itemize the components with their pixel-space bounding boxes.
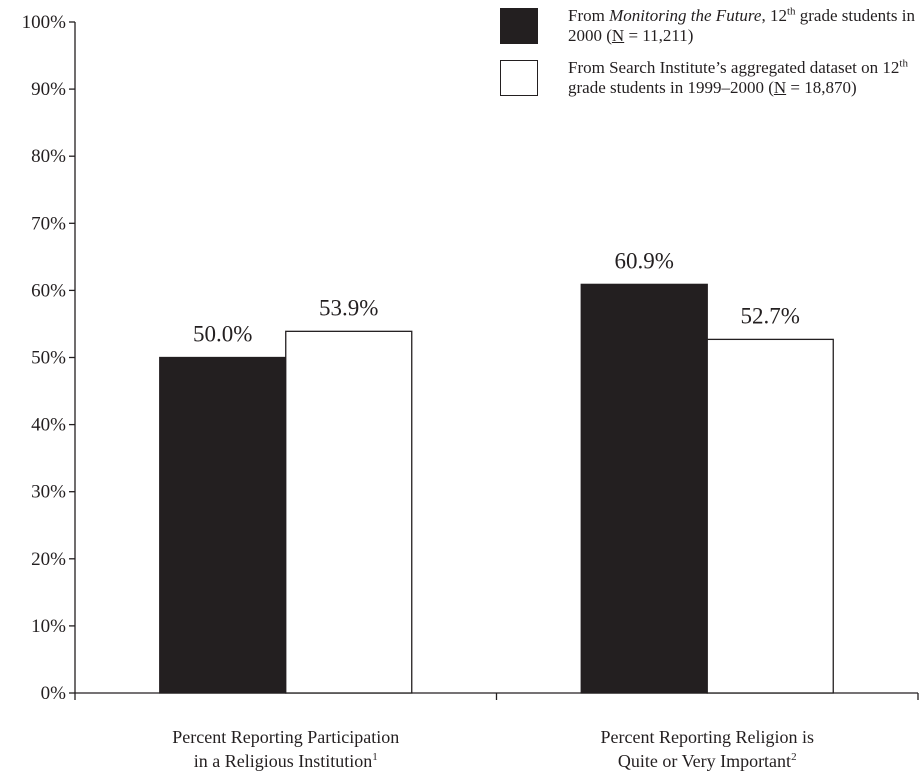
bar-dark — [159, 356, 287, 694]
legend-n-value: = 11,211) — [624, 26, 694, 45]
y-tick-label: 90% — [31, 79, 66, 100]
y-tick-label: 20% — [31, 549, 66, 570]
category-labels: Percent Reporting Participation in a Reli… — [172, 727, 814, 771]
bar-white — [706, 338, 834, 694]
legend-n-symbol: N — [611, 26, 625, 45]
legend-text-part: From — [568, 6, 610, 25]
legend-text-part: grade students in 1999–2000 ( — [568, 78, 774, 97]
legend-swatch-white — [500, 60, 538, 96]
y-tick-label: 40% — [31, 415, 66, 436]
category-label-text: Quite or Very Important — [618, 751, 791, 771]
bar-value-label: 52.7% — [741, 303, 800, 328]
legend-item-search-institute: From Search Institute’s aggregated datas… — [500, 58, 920, 98]
y-tick-label: 80% — [31, 146, 66, 167]
legend-text: From Search Institute’s aggregated datas… — [568, 58, 920, 98]
y-tick-label: 100% — [22, 12, 67, 33]
y-tick-label: 30% — [31, 482, 66, 503]
legend-superscript: th — [786, 5, 796, 18]
y-axis: 0% 10% 20% 30% 40% 50% 60% 70% 80% 90% 100% — [22, 12, 76, 704]
category-label-line1: Percent Reporting Participation — [172, 727, 399, 747]
y-tick-label: 50% — [31, 348, 66, 369]
bar-white — [285, 330, 413, 694]
legend-swatch-dark — [500, 8, 538, 44]
bar-value-label: 50.0% — [193, 322, 252, 347]
legend-text-part: From Search Institute’s aggregated datas… — [568, 58, 900, 77]
legend-text: From Monitoring the Future, 12th grade s… — [568, 6, 920, 46]
legend-superscript: th — [899, 57, 908, 70]
bar-value-label: 60.9% — [615, 248, 674, 273]
y-tick-label: 10% — [31, 616, 66, 637]
y-tick-label: 60% — [31, 280, 66, 301]
bars — [159, 283, 834, 694]
legend-item-monitoring-the-future: From Monitoring the Future, 12th grade s… — [500, 6, 920, 46]
y-tick-label: 70% — [31, 213, 66, 234]
legend-title-italic: Monitoring the Future — [609, 6, 762, 25]
category-label-line2: in a Religious Institution1 — [194, 751, 378, 771]
category-label-text: in a Religious Institution — [194, 751, 373, 771]
legend-n-value: = 18,870) — [786, 78, 857, 97]
legend-text-part: , 12 — [761, 6, 787, 25]
category-footnote: 1 — [372, 751, 378, 763]
category-label-line2: Quite or Very Important2 — [618, 751, 797, 771]
legend-n-symbol: N — [773, 78, 787, 97]
value-labels: 50.0% 53.9% 60.9% 52.7% — [193, 248, 800, 346]
bar-dark — [580, 283, 708, 694]
x-axis — [74, 692, 919, 700]
legend-text-part: grade students in 2000 ( — [568, 6, 915, 45]
y-tick-label: 0% — [41, 683, 67, 704]
category-label-line1: Percent Reporting Religion is — [601, 727, 814, 747]
category-footnote: 2 — [791, 751, 797, 763]
legend: From Monitoring the Future, 12th grade s… — [500, 6, 920, 98]
bar-value-label: 53.9% — [319, 295, 378, 320]
